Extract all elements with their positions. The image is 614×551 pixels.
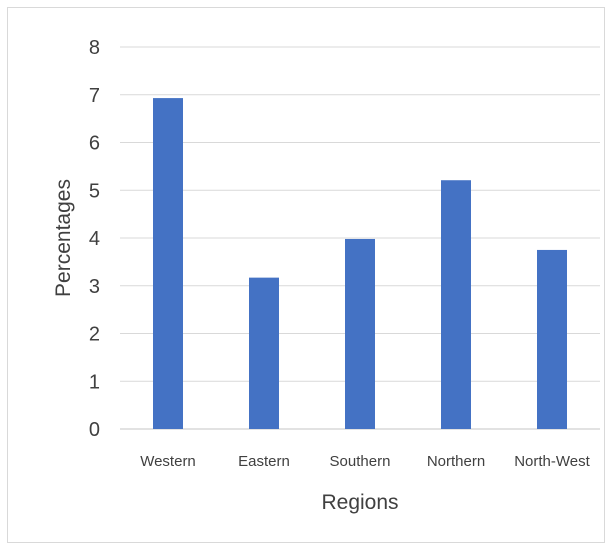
x-category-label: Western — [140, 453, 196, 470]
y-tick-label: 4 — [89, 228, 100, 250]
chart-frame — [7, 7, 605, 543]
bar-southern — [345, 238, 375, 429]
bar-western — [153, 98, 183, 429]
gridlines — [120, 46, 600, 430]
x-category-label: Northern — [427, 453, 485, 470]
bars — [153, 98, 567, 429]
y-tick-label: 5 — [89, 180, 100, 202]
y-tick-label: 6 — [89, 133, 100, 155]
x-axis-title: Regions — [321, 491, 398, 514]
y-tick-label: 0 — [89, 419, 100, 441]
y-tick-label: 8 — [89, 37, 100, 59]
x-category-label: Eastern — [238, 453, 290, 470]
y-tick-label: 2 — [89, 324, 100, 346]
y-tick-label: 1 — [89, 371, 100, 393]
y-axis-tick-labels: 0 1 2 3 4 5 6 7 8 — [89, 37, 100, 441]
bar-eastern — [249, 277, 279, 429]
y-axis-title: Percentages — [52, 179, 75, 297]
bar-northern — [441, 180, 471, 429]
x-axis-category-labels: Western Eastern Southern Northern North-West — [140, 453, 590, 470]
bar-north-west — [537, 249, 567, 429]
y-tick-label: 3 — [89, 276, 100, 298]
x-category-label: Southern — [330, 453, 391, 470]
y-tick-label: 7 — [89, 85, 100, 107]
x-category-label: North-West — [514, 453, 590, 470]
